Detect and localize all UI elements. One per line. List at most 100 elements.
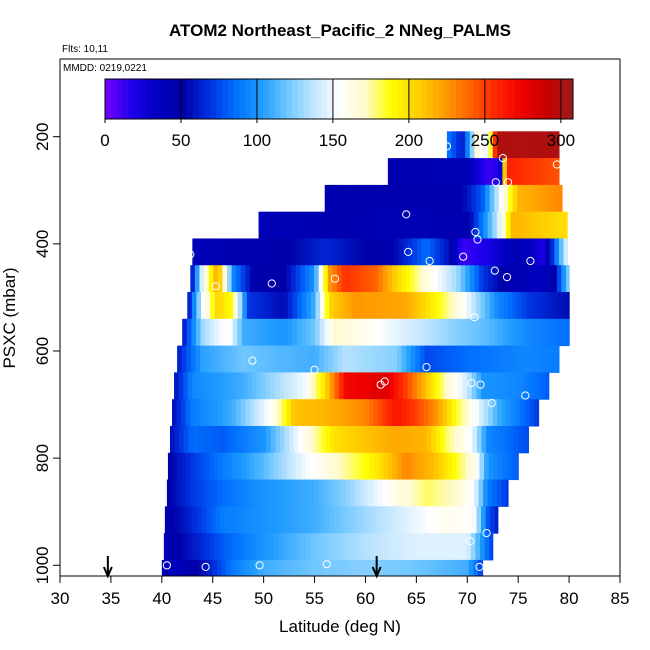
heatmap-cell: [171, 479, 177, 507]
heatmap-cell: [356, 184, 362, 213]
heatmap-cell: [352, 184, 358, 213]
heatmap-cell: [387, 158, 394, 186]
heatmap-cell: [386, 559, 392, 577]
heatmap-cell: [501, 131, 508, 159]
heatmap-cell: [493, 318, 499, 347]
heatmap-cell: [332, 452, 339, 481]
heatmap-cell: [174, 425, 180, 454]
heatmap-cell: [295, 265, 301, 293]
heatmap-cell: [261, 238, 267, 266]
heatmap-cell: [419, 452, 426, 481]
heatmap-cell: [384, 238, 390, 266]
heatmap-cell: [522, 238, 528, 266]
heatmap-cell: [424, 158, 430, 186]
heatmap-cell: [435, 238, 441, 266]
heatmap-cell: [462, 238, 468, 266]
colorbar-swatch: [397, 79, 404, 119]
heatmap-cell: [284, 425, 290, 454]
heatmap-cell: [442, 345, 449, 373]
heatmap-cell: [427, 559, 433, 577]
colorbar-swatch: [537, 79, 545, 119]
heatmap-cell: [301, 292, 307, 320]
heatmap-cell: [405, 479, 411, 507]
sample-point: [376, 380, 385, 389]
heatmap-cell: [234, 425, 240, 454]
heatmap-cell: [268, 452, 274, 481]
heatmap-cell: [506, 158, 513, 186]
heatmap-cell: [288, 372, 294, 400]
heatmap-cell: [360, 318, 367, 347]
heatmap-cell: [419, 265, 425, 293]
heatmap-cell: [182, 533, 188, 561]
heatmap-cell: [457, 184, 463, 213]
heatmap-cell: [503, 292, 509, 320]
heatmap-cell: [517, 238, 523, 266]
heatmap-cell: [567, 318, 570, 347]
heatmap-cell: [368, 559, 374, 577]
heatmap-cell: [368, 479, 374, 507]
heatmap-cell: [549, 238, 555, 266]
x-tick-label: 60: [356, 589, 375, 608]
heatmap-cell: [521, 292, 527, 320]
heatmap-cell: [228, 318, 234, 347]
colorbar-swatch: [286, 79, 293, 119]
heatmap-cell: [267, 559, 273, 577]
x-tick-label: 30: [51, 589, 70, 608]
heatmap-cell: [474, 452, 481, 481]
heatmap-cell: [382, 265, 388, 293]
heatmap-cell: [553, 184, 559, 213]
heatmap-cell: [351, 345, 357, 373]
heatmap-cell: [450, 479, 457, 507]
heatmap-cell: [323, 265, 329, 293]
heatmap-cell: [434, 318, 440, 347]
heatmap-cell: [279, 506, 285, 534]
heatmap-cell: [471, 238, 478, 266]
heatmap-cell: [266, 425, 272, 454]
heatmap-cell: [429, 345, 435, 373]
heatmap-cell: [203, 559, 209, 577]
heatmap-cell: [237, 292, 243, 320]
heatmap-cell: [484, 533, 490, 561]
heatmap-cell: [308, 211, 315, 239]
heatmap-cell: [380, 425, 386, 454]
heatmap-cell: [520, 131, 526, 159]
heatmap-cell: [195, 345, 201, 373]
heatmap-cell: [420, 292, 427, 320]
heatmap-cell: [432, 479, 438, 507]
heatmap-cell: [242, 372, 248, 400]
heatmap-cell: [174, 506, 180, 534]
heatmap-cell: [183, 506, 189, 534]
heatmap-cell: [264, 452, 270, 481]
heatmap-cell: [178, 506, 184, 534]
heatmap-cell: [229, 425, 235, 454]
heatmap-cell: [447, 318, 454, 347]
heatmap-cell: [295, 211, 301, 239]
heatmap-cell: [525, 158, 531, 186]
heatmap-cell: [446, 211, 452, 239]
heatmap-cells: [161, 131, 570, 577]
heatmap-cell: [204, 399, 210, 427]
heatmap-cell: [411, 184, 417, 213]
heatmap-cell: [363, 559, 369, 577]
sample-point: [422, 363, 431, 372]
heatmap-cell: [487, 479, 493, 507]
heatmap-cell: [281, 479, 287, 507]
heatmap-cell: [357, 238, 363, 266]
heatmap-cell: [224, 506, 230, 534]
heatmap-cell: [247, 425, 254, 454]
heatmap-cell: [227, 345, 233, 373]
heatmap-cell: [218, 533, 225, 561]
colorbar-swatch: [110, 79, 118, 119]
heatmap-cell: [307, 425, 313, 454]
heatmap-cell: [273, 345, 279, 373]
heatmap-cell: [422, 559, 429, 577]
heatmap-cell: [254, 345, 261, 373]
heatmap-cell: [333, 318, 339, 347]
heatmap-cell: [200, 318, 206, 347]
heatmap-cell: [400, 479, 406, 507]
heatmap-cell: [293, 372, 299, 400]
heatmap-cell: [400, 211, 406, 239]
heatmap-cell: [276, 559, 282, 577]
heatmap-cell: [389, 506, 395, 534]
heatmap-cell: [505, 211, 512, 239]
